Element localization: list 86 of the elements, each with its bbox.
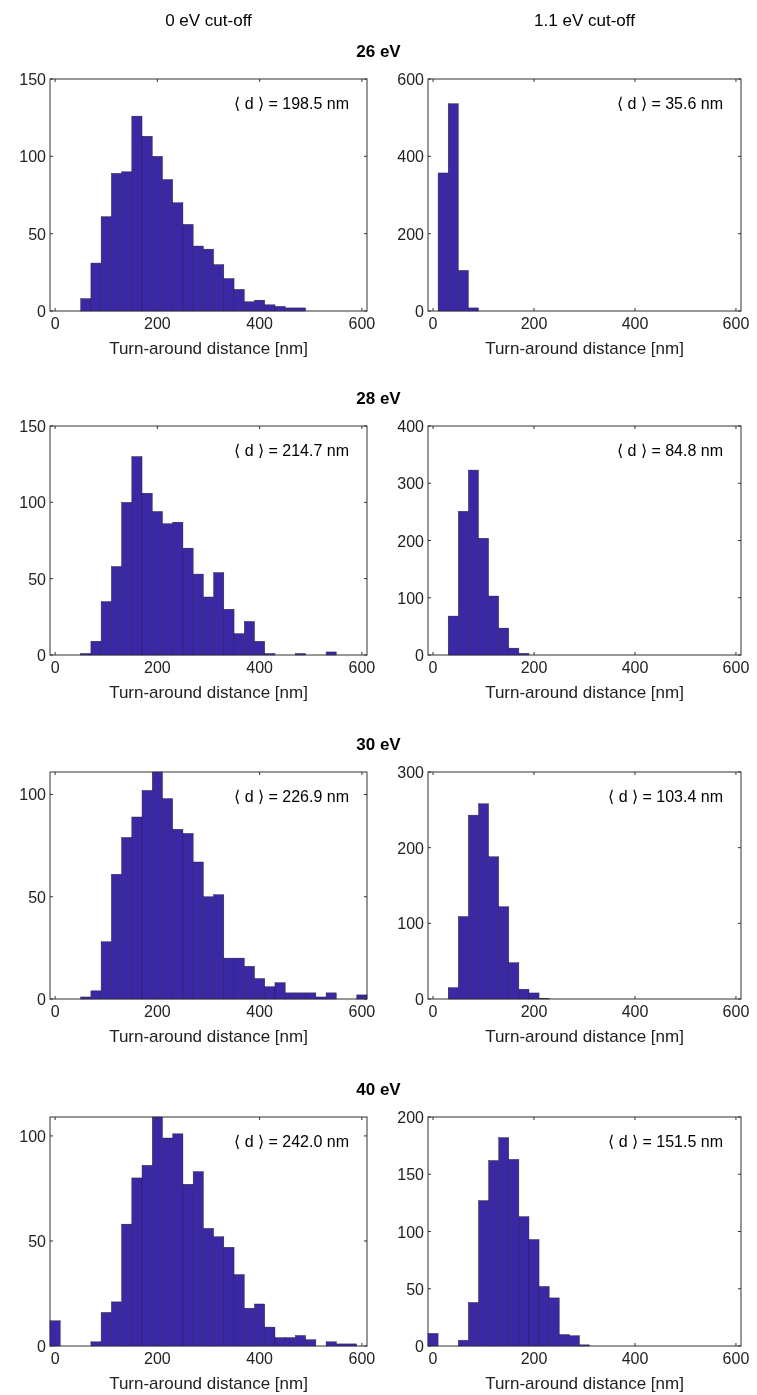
y-tick-label: 200 xyxy=(397,532,425,550)
y-tick-label: 100 xyxy=(19,786,47,804)
y-tick-label: 200 xyxy=(397,1109,425,1126)
x-axis-title: Turn-around distance [nm] xyxy=(109,683,308,702)
annotation: ⟨ d ⟩ = 35.6 nm xyxy=(617,95,723,112)
x-tick-label: 600 xyxy=(722,659,750,676)
y-tick-label: 0 xyxy=(415,991,425,1008)
y-tick-label: 100 xyxy=(19,148,47,166)
x-tick-label: 400 xyxy=(621,315,649,332)
x-tick-label: 200 xyxy=(520,659,548,676)
x-axis-title: Turn-around distance [nm] xyxy=(485,683,684,702)
y-tick-label: 50 xyxy=(28,225,47,243)
x-tick-label: 0 xyxy=(428,659,438,676)
x-tick-label: 0 xyxy=(428,1350,438,1367)
chart-title: 26 eV xyxy=(356,42,402,61)
x-tick-label: 400 xyxy=(246,659,274,676)
x-tick-label: 0 xyxy=(428,315,438,332)
y-tick-label: 100 xyxy=(19,1127,47,1145)
x-axis-title: Turn-around distance [nm] xyxy=(109,1027,308,1046)
y-tick-label: 0 xyxy=(415,303,425,320)
x-tick-label: 200 xyxy=(520,315,548,332)
x-tick-label: 600 xyxy=(348,1003,376,1020)
x-tick-label: 200 xyxy=(144,315,171,332)
chart-title: 28 eV xyxy=(356,389,402,408)
y-tick-label: 150 xyxy=(397,1166,425,1184)
y-tick-label: 0 xyxy=(415,1338,425,1355)
y-tick-label: 50 xyxy=(406,1280,425,1298)
annotation: ⟨ d ⟩ = 198.5 nm xyxy=(234,95,349,112)
y-tick-label: 0 xyxy=(37,1338,47,1355)
chart-title: 40 eV xyxy=(356,1080,402,1099)
x-tick-label: 600 xyxy=(722,315,750,332)
x-tick-label: 400 xyxy=(621,1350,649,1367)
y-tick-label: 400 xyxy=(397,418,425,435)
annotation: ⟨ d ⟩ = 151.5 nm xyxy=(608,1133,723,1150)
y-tick-label: 0 xyxy=(37,647,47,664)
y-tick-label: 150 xyxy=(19,418,47,435)
y-tick-label: 0 xyxy=(37,303,47,320)
annotation: ⟨ d ⟩ = 214.7 nm xyxy=(234,442,349,459)
y-tick-label: 600 xyxy=(397,71,425,88)
y-tick-label: 150 xyxy=(19,71,47,88)
annotation: ⟨ d ⟩ = 226.9 nm xyxy=(234,788,349,805)
x-axis-title: Turn-around distance [nm] xyxy=(485,1374,684,1393)
y-tick-label: 100 xyxy=(397,589,425,607)
y-tick-label: 50 xyxy=(28,1232,47,1250)
x-tick-label: 200 xyxy=(520,1350,548,1367)
x-axis-title: Turn-around distance [nm] xyxy=(485,1027,684,1046)
x-tick-label: 600 xyxy=(722,1350,750,1367)
x-tick-label: 200 xyxy=(144,1350,171,1367)
x-tick-label: 400 xyxy=(246,315,274,332)
x-tick-label: 0 xyxy=(50,315,60,332)
x-tick-label: 200 xyxy=(144,659,171,676)
annotation: ⟨ d ⟩ = 84.8 nm xyxy=(617,442,723,459)
chart-subtitle: 1.1 eV cut-off xyxy=(534,11,636,30)
x-tick-label: 600 xyxy=(348,1350,376,1367)
x-tick-label: 400 xyxy=(246,1003,274,1020)
y-tick-label: 50 xyxy=(28,888,47,906)
y-tick-label: 100 xyxy=(397,1223,425,1241)
x-tick-label: 0 xyxy=(50,659,60,676)
x-tick-label: 400 xyxy=(621,1003,649,1020)
x-tick-label: 600 xyxy=(348,315,376,332)
y-tick-label: 100 xyxy=(397,915,425,933)
y-tick-label: 200 xyxy=(397,225,425,243)
y-tick-label: 400 xyxy=(397,148,425,166)
x-tick-label: 400 xyxy=(246,1350,274,1367)
x-axis-title: Turn-around distance [nm] xyxy=(485,339,684,358)
x-tick-label: 0 xyxy=(50,1003,60,1020)
y-tick-label: 100 xyxy=(19,494,47,512)
x-axis-title: Turn-around distance [nm] xyxy=(109,339,308,358)
chart-subtitle: 0 eV cut-off xyxy=(165,11,253,30)
y-tick-label: 0 xyxy=(37,991,47,1008)
x-tick-label: 200 xyxy=(144,1003,171,1020)
annotation: ⟨ d ⟩ = 103.4 nm xyxy=(608,788,723,805)
x-tick-label: 200 xyxy=(520,1003,548,1020)
x-tick-label: 600 xyxy=(722,1003,750,1020)
annotation: ⟨ d ⟩ = 242.0 nm xyxy=(234,1133,349,1150)
y-tick-label: 0 xyxy=(415,647,425,664)
x-tick-label: 0 xyxy=(50,1350,60,1367)
chart-title: 30 eV xyxy=(356,735,402,754)
y-tick-label: 50 xyxy=(28,570,47,588)
y-tick-label: 300 xyxy=(397,764,425,781)
x-axis-title: Turn-around distance [nm] xyxy=(109,1374,308,1393)
x-tick-label: 0 xyxy=(428,1003,438,1020)
x-tick-label: 400 xyxy=(621,659,649,676)
y-tick-label: 300 xyxy=(397,475,425,493)
y-tick-label: 200 xyxy=(397,839,425,857)
x-tick-label: 600 xyxy=(348,659,376,676)
